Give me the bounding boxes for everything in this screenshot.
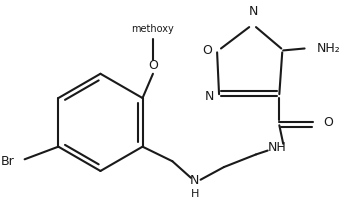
Text: O: O: [148, 60, 158, 72]
Text: N: N: [205, 90, 214, 103]
Text: N: N: [248, 5, 258, 18]
Text: NH: NH: [268, 141, 287, 154]
Text: methoxy: methoxy: [131, 24, 174, 34]
Text: Br: Br: [1, 155, 15, 168]
Text: H: H: [191, 189, 199, 199]
Text: O: O: [202, 44, 212, 57]
Text: N: N: [190, 174, 200, 187]
Text: NH₂: NH₂: [316, 42, 340, 55]
Text: O: O: [323, 116, 333, 129]
